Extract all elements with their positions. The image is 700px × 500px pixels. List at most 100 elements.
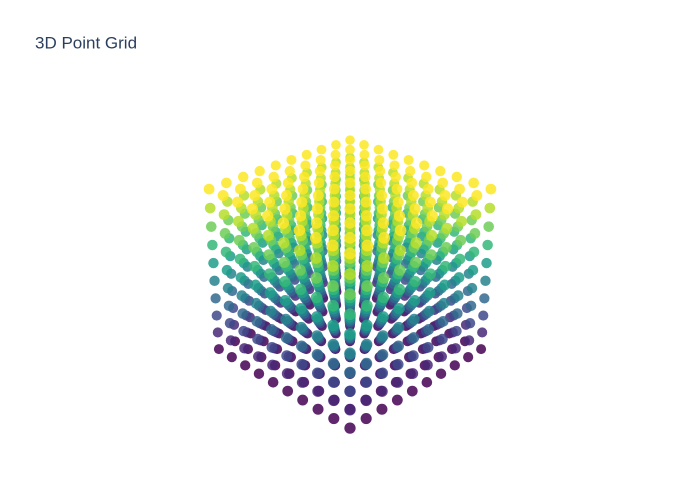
point — [328, 196, 340, 208]
point — [250, 297, 262, 309]
point — [252, 351, 264, 362]
point — [220, 246, 232, 258]
point — [390, 171, 402, 183]
point — [310, 272, 323, 284]
point — [239, 343, 250, 354]
point — [344, 190, 356, 201]
point — [344, 385, 356, 398]
point — [328, 183, 340, 195]
point — [205, 221, 217, 232]
point — [327, 299, 339, 312]
point — [451, 171, 463, 183]
point — [264, 287, 276, 299]
point — [293, 224, 306, 237]
point — [456, 215, 468, 227]
point — [279, 275, 291, 288]
point — [263, 268, 276, 280]
point — [476, 344, 487, 355]
point — [485, 183, 497, 195]
point — [435, 165, 446, 177]
point — [312, 385, 324, 397]
point — [343, 247, 357, 260]
point — [359, 160, 370, 171]
point — [298, 171, 310, 183]
point — [426, 229, 438, 242]
point — [311, 367, 324, 379]
point — [295, 302, 307, 315]
point — [419, 160, 430, 171]
point — [359, 139, 369, 150]
point — [479, 293, 490, 304]
point — [375, 177, 387, 189]
point — [440, 241, 452, 254]
point — [225, 335, 237, 346]
point — [330, 149, 341, 160]
point — [301, 149, 312, 160]
point — [284, 165, 295, 177]
point — [456, 196, 468, 208]
point — [360, 357, 373, 370]
point — [360, 171, 371, 183]
point — [441, 203, 454, 215]
point — [265, 323, 277, 335]
point — [361, 224, 373, 237]
point — [471, 190, 483, 201]
point — [207, 239, 218, 251]
point — [222, 282, 234, 294]
point — [360, 183, 372, 195]
point — [265, 305, 277, 317]
point — [344, 308, 356, 321]
point — [208, 257, 219, 269]
point — [481, 257, 492, 269]
point — [424, 196, 436, 208]
point — [311, 311, 323, 323]
point — [393, 210, 406, 222]
point — [439, 260, 451, 272]
point — [422, 341, 434, 353]
point — [377, 311, 389, 323]
point — [436, 351, 448, 362]
point — [312, 190, 324, 201]
point — [344, 347, 356, 360]
point — [452, 290, 464, 301]
point — [344, 422, 356, 434]
point — [267, 359, 278, 371]
point — [235, 272, 247, 283]
point — [407, 190, 419, 201]
point — [378, 232, 390, 244]
point — [410, 256, 422, 268]
point — [249, 260, 261, 272]
point — [249, 190, 261, 201]
point — [270, 160, 281, 171]
point — [327, 357, 340, 370]
point — [449, 360, 460, 371]
point — [315, 154, 326, 166]
point — [310, 232, 322, 244]
point — [470, 209, 482, 221]
point — [247, 222, 259, 234]
point — [232, 215, 244, 227]
point — [450, 343, 461, 354]
point — [286, 154, 297, 166]
point — [329, 171, 340, 183]
point — [326, 260, 339, 272]
point — [360, 412, 372, 425]
point — [454, 253, 466, 265]
point — [407, 350, 419, 362]
point — [482, 239, 493, 251]
point — [374, 165, 386, 177]
point — [312, 403, 324, 415]
point — [279, 203, 291, 215]
point — [394, 244, 406, 257]
point — [465, 300, 477, 312]
point — [463, 352, 474, 363]
point — [468, 246, 480, 258]
point — [327, 280, 339, 292]
point — [294, 283, 307, 296]
point — [452, 308, 463, 319]
point — [392, 358, 404, 370]
point — [297, 394, 309, 406]
point — [327, 210, 340, 222]
point — [268, 171, 279, 183]
point — [464, 318, 476, 329]
